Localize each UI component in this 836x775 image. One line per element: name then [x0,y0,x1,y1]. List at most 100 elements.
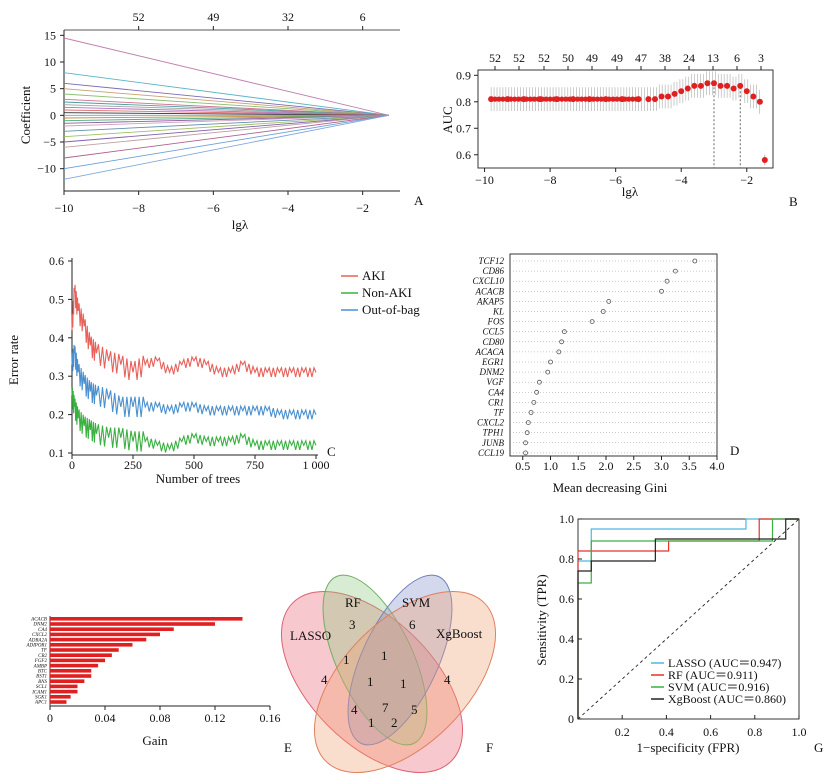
gini-point [556,349,562,355]
auc-point [504,96,510,102]
coef-path [63,114,389,148]
gini-point [561,329,567,335]
y-tick-label: 5 [50,82,56,96]
panel-f-letter: F [486,740,493,755]
panel-g-ylabel: Sensitivity (TPR) [534,574,549,665]
legend-label: Non-AKI [362,285,412,300]
panel-c-x-ticks: 0 250 500 750 1 000 [69,455,330,472]
gene-label: SCL1 [36,685,47,690]
x-tick-label: −8 [544,173,557,187]
auc-point [598,96,604,102]
coef-path [63,93,389,116]
auc-point [563,96,569,102]
top-tick-label: 49 [207,10,219,24]
x-tick-label: −2 [740,173,753,187]
x-tick-label: 0.6 [703,725,718,739]
auc-point [500,96,506,102]
gene-label: CA4 [38,628,47,633]
auc-point [761,157,768,164]
legend-label: AKI [362,268,385,283]
gene-label: CCL5 [482,327,504,337]
auc-point [737,82,744,89]
auc-point [575,96,581,102]
top-tick-label: 49 [586,51,598,65]
panel-g-letter: G [814,740,823,755]
gene-label: FOS [487,317,505,327]
auc-point [652,96,658,103]
venn-count-lasso-svm-xgb: 2 [391,715,398,730]
y-tick-label: 0.4 [559,632,574,646]
gini-point [559,339,564,345]
gain-bar [50,637,147,642]
gene-label: CD80 [482,337,504,347]
auc-point [606,96,612,102]
auc-point [630,96,636,102]
auc-point [671,90,678,97]
gini-point [534,389,540,395]
auc-point [614,96,620,102]
coef-path [63,114,389,127]
gene-label: CA4 [488,387,505,397]
coef-path [63,37,389,116]
top-tick-label: 47 [635,51,647,65]
x-tick-label: 1 000 [303,458,330,472]
gene-label: DNM2 [479,367,505,377]
panel-c-legend: AKI Non-AKI Out-of-bag [341,268,420,317]
top-tick-label: 24 [683,51,695,65]
x-tick-label: 0.08 [150,711,171,725]
top-tick-label: 50 [562,51,574,65]
gene-label: CXCL2 [477,418,505,428]
panel-b-frame [477,69,774,169]
auc-point [519,96,526,102]
venn-count-svm-only: 6 [409,617,416,632]
x-tick-label: −2 [356,201,369,215]
y-tick-label: 0.6 [559,592,574,606]
gini-point [606,298,612,304]
error-line [71,344,317,420]
x-tick-label: −4 [675,173,688,187]
auc-point [724,82,731,89]
auc-point [578,96,585,102]
x-tick-label: 2.5 [626,459,641,473]
panel-c-xlabel: Number of trees [156,471,240,486]
venn-count-svm-xgb: 1 [400,676,407,691]
panel-b-ylabel: AUC [440,106,455,133]
panel-e-xlabel: Gain [142,733,168,748]
coef-path [63,114,389,170]
auc-point [594,96,600,102]
x-tick-label: 4.0 [710,459,725,473]
y-tick-label: 0.6 [49,254,64,268]
gene-label: CCL19 [478,448,505,458]
x-tick-label: 3.0 [654,459,669,473]
panel-b: 0.9 0.8 0.7 0.6 −10 −8 −6 −4 −2 52 52 52 50 49 49 47 3… [440,51,798,209]
panel-b-y-ticks: 0.9 0.8 0.7 0.6 [456,68,478,162]
gini-point [528,410,534,415]
y-tick-label: 0 [568,712,574,726]
top-tick-label: 6 [734,51,740,65]
gene-label: ACACA [475,347,505,357]
panel-g-xlabel: 1−specificity (FPR) [636,740,739,755]
auc-point [496,96,502,102]
legend-label: Out-of-bag [362,302,420,317]
gene-label: TF [41,649,48,654]
top-tick-label: 32 [282,10,294,24]
gain-bar [50,663,99,668]
gini-point [523,440,528,446]
panel-e-letter: E [284,740,292,755]
gene-label: CXCL2 [32,633,48,638]
panel-c-axes [71,258,318,456]
x-tick-label: 1.0 [792,725,807,739]
gini-point [664,278,670,284]
panel-d-rows: TCF12CD86CXCL10ACACBAKAP5KLFOSCCL5CD80AC… [472,256,717,458]
x-tick-label: 0.04 [95,711,116,725]
auc-point [697,82,704,89]
panel-f: LASSO RF SVM XgBoost 4 3 6 4 1 1 1 1 4 5… [280,574,497,774]
coef-path [63,114,389,143]
top-tick-label: 52 [538,51,550,65]
panel-c: 0.6 0.5 0.4 0.3 0.2 0.1 0 250 500 750 1 000 AKI No… [6,254,420,486]
panel-b-xlabel: lgλ [622,184,639,199]
gini-point [545,369,551,375]
x-tick-label: 0.16 [260,711,281,725]
gene-label: SGK1 [35,696,47,701]
gain-bar [50,617,243,621]
